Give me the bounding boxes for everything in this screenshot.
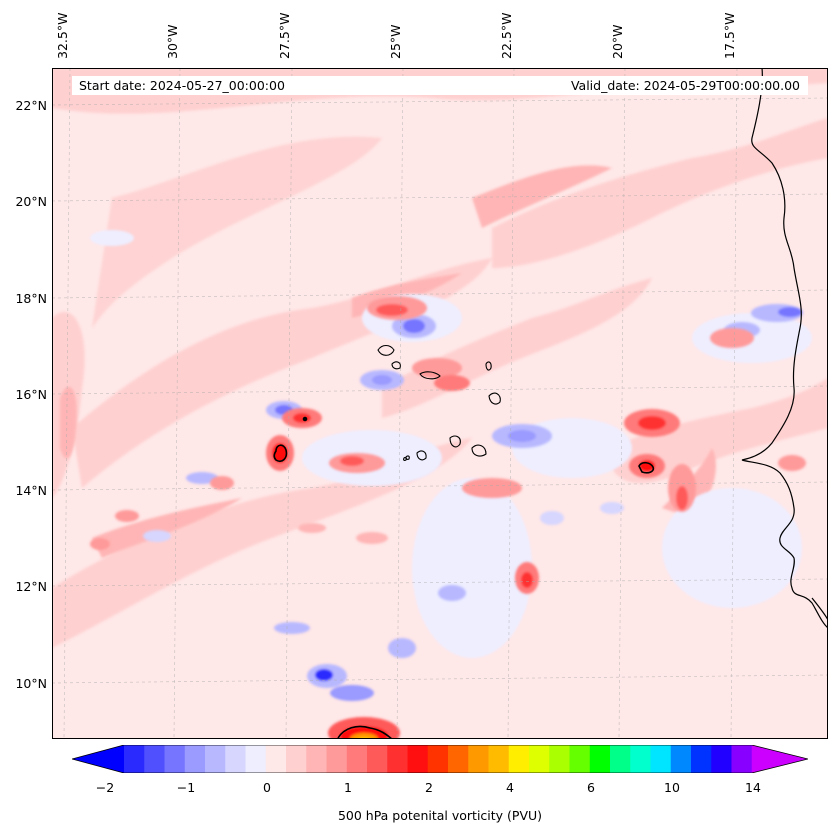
colorbar-cell (225, 745, 246, 773)
lon-label-22-5w: 22.5°W (499, 12, 514, 59)
cape-verde-islands (377, 344, 501, 461)
colorbar-tick: −1 (176, 780, 196, 795)
info-bar (72, 76, 808, 95)
colorbar-cell (164, 745, 186, 773)
colorbar-cell (731, 745, 753, 773)
lat-label-14n: 14°N (15, 483, 47, 498)
colorbar-tick: 10 (664, 780, 680, 795)
colorbar-tick: 4 (506, 780, 514, 795)
colorbar-cells (72, 745, 808, 773)
pv-contours (273, 416, 655, 739)
colorbar-cell (549, 745, 570, 773)
colorbar-cell (529, 745, 550, 773)
colorbar-cell (670, 745, 692, 773)
lon-label-20w: 20°W (610, 24, 625, 59)
lon-label-32-5w: 32.5°W (55, 12, 70, 59)
colorbar-tick: 6 (587, 780, 595, 795)
lon-label-30w: 30°W (165, 24, 180, 59)
colorbar-tick: 0 (263, 780, 271, 795)
lat-label-18n: 18°N (15, 291, 47, 306)
pv-map (52, 68, 828, 739)
colorbar-extend-low (72, 745, 124, 773)
colorbar-tick: 1 (344, 780, 352, 795)
colorbar-tick: 2 (425, 780, 433, 795)
colorbar-cell (468, 745, 489, 773)
colorbar (72, 745, 808, 773)
colorbar-cell (630, 745, 651, 773)
pv-positive-blobs (90, 296, 806, 594)
colorbar-cell (286, 745, 307, 773)
lat-label-20n: 20°N (15, 194, 47, 209)
colorbar-cell (610, 745, 631, 773)
colorbar-cell (306, 745, 327, 773)
colorbar-cell (589, 745, 611, 773)
lat-label-22n: 22°N (15, 98, 47, 113)
colorbar-tick: −2 (95, 780, 115, 795)
gridlines (52, 68, 828, 739)
colorbar-cell (407, 745, 429, 773)
colorbar-cell (387, 745, 408, 773)
colorbar-cell (346, 745, 368, 773)
lon-label-17-5w: 17.5°W (722, 12, 737, 59)
colorbar-cell (508, 745, 530, 773)
colorbar-cell (245, 745, 267, 773)
colorbar-cell (144, 745, 165, 773)
colorbar-label: 500 hPa potenital vorticity (PVU) (337, 808, 543, 823)
colorbar-cell (367, 745, 388, 773)
colorbar-cell (488, 745, 510, 773)
colorbar-cell (205, 745, 226, 773)
colorbar-tick: 14 (745, 780, 761, 795)
colorbar-cell (326, 745, 348, 773)
colorbar-cell (265, 745, 287, 773)
lon-label-25w: 25°W (388, 24, 403, 59)
lat-label-10n: 10°N (15, 676, 47, 691)
lon-label-27-5w: 27.5°W (277, 12, 292, 59)
colorbar-cell (448, 745, 469, 773)
colorbar-extend-high (751, 745, 808, 773)
pv-negative-blobs (143, 304, 803, 701)
colorbar-cell (427, 745, 449, 773)
colorbar-cell (184, 745, 206, 773)
lat-label-12n: 12°N (15, 579, 47, 594)
start-date-label: Start date: 2024-05-27_00:00:00 (79, 78, 285, 93)
colorbar-cell (711, 745, 732, 773)
colorbar-cell (569, 745, 591, 773)
colorbar-cell (650, 745, 672, 773)
lat-label-16n: 16°N (15, 387, 47, 402)
map-frame (52, 68, 828, 739)
colorbar-cell (124, 745, 145, 773)
valid-date-label: Valid_date: 2024-05-29T00:00:00.00 (570, 78, 800, 93)
colorbar-cell (691, 745, 712, 773)
